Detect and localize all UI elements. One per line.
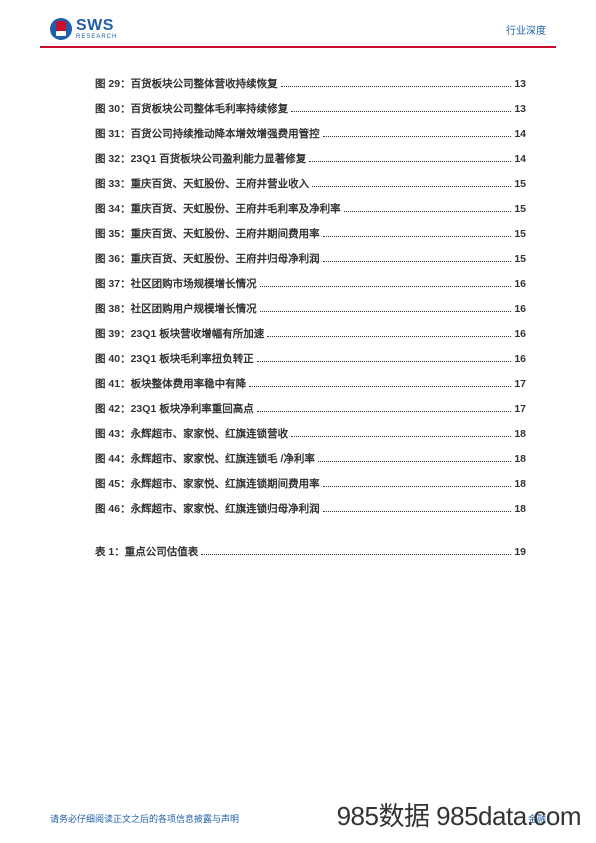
- toc-label: 图 36：重庆百货、天虹股份、王府井归母净利润: [95, 251, 320, 266]
- toc-page: 14: [514, 128, 526, 140]
- toc-dots: [257, 361, 512, 362]
- toc-label: 图 35：重庆百货、天虹股份、王府井期间费用率: [95, 226, 320, 241]
- toc-page: 18: [514, 503, 526, 515]
- toc-label: 图 31：百货公司持续推动降本增效增强费用管控: [95, 126, 320, 141]
- toc-entry: 图 43：永辉超市、家家悦、红旗连锁营收 18: [95, 426, 526, 441]
- toc-entry: 图 46：永辉超市、家家悦、红旗连锁归母净利润 18: [95, 501, 526, 516]
- toc-page: 18: [514, 478, 526, 490]
- toc-page: 15: [514, 253, 526, 265]
- toc-label: 图 32：23Q1 百货板块公司盈利能力显著修复: [95, 151, 306, 166]
- toc-page: 13: [514, 78, 526, 90]
- toc-label: 图 45：永辉超市、家家悦、红旗连锁期间费用率: [95, 476, 320, 491]
- toc-dots: [260, 311, 512, 312]
- toc-label: 图 40：23Q1 板块毛利率扭负转正: [95, 351, 254, 366]
- toc-page: 18: [514, 428, 526, 440]
- logo: SWS RESEARCH: [50, 18, 117, 40]
- toc-dots: [291, 111, 511, 112]
- toc-entry: 图 36：重庆百货、天虹股份、王府井归母净利润 15: [95, 251, 526, 266]
- footer-left: 请务必仔细阅读正文之后的各项信息披露与声明: [50, 812, 239, 825]
- logo-main-text: SWS: [76, 18, 117, 34]
- toc-entry: 图 30：百货板块公司整体毛利率持续修复 13: [95, 101, 526, 116]
- toc-entry: 图 34：重庆百货、天虹股份、王府井毛利率及净利率 15: [95, 201, 526, 216]
- toc-page: 16: [514, 328, 526, 340]
- toc-dots: [267, 336, 511, 337]
- toc-list: 图 29：百货板块公司整体营收持续恢复 13图 30：百货板块公司整体毛利率持续…: [95, 76, 526, 516]
- toc-dots: [260, 286, 512, 287]
- toc-dots: [309, 161, 511, 162]
- toc-page: 16: [514, 278, 526, 290]
- toc-page: 14: [514, 153, 526, 165]
- toc-dots: [323, 236, 512, 237]
- toc-gap: [95, 526, 526, 544]
- toc-entry: 图 44：永辉超市、家家悦、红旗连锁毛 /净利率 18: [95, 451, 526, 466]
- toc-label: 图 30：百货板块公司整体毛利率持续修复: [95, 101, 288, 116]
- toc-dots: [323, 511, 512, 512]
- toc-label: 图 39：23Q1 板块营收增幅有所加速: [95, 326, 264, 341]
- toc-dots: [318, 461, 511, 462]
- logo-text: SWS RESEARCH: [76, 18, 117, 40]
- toc-label: 图 38：社区团购用户规模增长情况: [95, 301, 257, 316]
- toc-entry: 图 38：社区团购用户规模增长情况 16: [95, 301, 526, 316]
- toc-dots: [312, 186, 511, 187]
- logo-sub-text: RESEARCH: [76, 34, 117, 40]
- toc-page: 18: [514, 453, 526, 465]
- toc-label: 图 44：永辉超市、家家悦、红旗连锁毛 /净利率: [95, 451, 315, 466]
- toc-page: 13: [514, 103, 526, 115]
- page-header: SWS RESEARCH 行业深度: [0, 0, 596, 46]
- toc-entry: 图 41：板块整体费用率稳中有降 17: [95, 376, 526, 391]
- toc-page: 15: [514, 228, 526, 240]
- toc-entry: 图 32：23Q1 百货板块公司盈利能力显著修复 14: [95, 151, 526, 166]
- toc-label: 图 33：重庆百货、天虹股份、王府井营业收入: [95, 176, 309, 191]
- toc-label: 图 43：永辉超市、家家悦、红旗连锁营收: [95, 426, 288, 441]
- toc-entry: 图 37：社区团购市场规模增长情况 16: [95, 276, 526, 291]
- toc-page: 15: [514, 203, 526, 215]
- toc-entry: 图 45：永辉超市、家家悦、红旗连锁期间费用率 18: [95, 476, 526, 491]
- toc-dots: [323, 486, 512, 487]
- toc-entry: 图 42：23Q1 板块净利率重回高点 17: [95, 401, 526, 416]
- toc-page: 17: [514, 378, 526, 390]
- toc-entry: 表 1：重点公司估值表 19: [95, 544, 526, 559]
- toc-entry: 图 40：23Q1 板块毛利率扭负转正 16: [95, 351, 526, 366]
- toc-label: 图 34：重庆百货、天虹股份、王府井毛利率及净利率: [95, 201, 341, 216]
- toc-dots: [323, 136, 512, 137]
- toc-page: 17: [514, 403, 526, 415]
- toc-entry: 图 39：23Q1 板块营收增幅有所加速 16: [95, 326, 526, 341]
- toc-dots: [281, 86, 512, 87]
- toc-label: 图 37：社区团购市场规模增长情况: [95, 276, 257, 291]
- toc-dots: [344, 211, 512, 212]
- toc-dots: [249, 386, 511, 387]
- toc-dots: [323, 261, 512, 262]
- logo-icon: [50, 18, 72, 40]
- toc-label: 图 42：23Q1 板块净利率重回高点: [95, 401, 254, 416]
- toc-dots: [291, 436, 511, 437]
- toc-entry: 图 29：百货板块公司整体营收持续恢复 13: [95, 76, 526, 91]
- toc-entry: 图 33：重庆百货、天虹股份、王府井营业收入 15: [95, 176, 526, 191]
- toc-page: 16: [514, 303, 526, 315]
- watermark: 985数据 985data.com: [337, 796, 581, 833]
- toc-page: 16: [514, 353, 526, 365]
- toc-page: 19: [514, 546, 526, 558]
- toc-page: 15: [514, 178, 526, 190]
- header-category: 行业深度: [506, 22, 546, 37]
- toc-entry: 图 31：百货公司持续推动降本增效增强费用管控 14: [95, 126, 526, 141]
- toc-entry: 图 35：重庆百货、天虹股份、王府井期间费用率 15: [95, 226, 526, 241]
- toc-dots: [257, 411, 512, 412]
- toc-dots: [201, 554, 511, 555]
- toc-table-list: 表 1：重点公司估值表 19: [95, 544, 526, 559]
- toc-label: 图 29：百货板块公司整体营收持续恢复: [95, 76, 278, 91]
- toc-content: 图 29：百货板块公司整体营收持续恢复 13图 30：百货板块公司整体毛利率持续…: [0, 48, 596, 559]
- toc-label: 表 1：重点公司估值表: [95, 544, 198, 559]
- toc-label: 图 46：永辉超市、家家悦、红旗连锁归母净利润: [95, 501, 320, 516]
- toc-label: 图 41：板块整体费用率稳中有降: [95, 376, 246, 391]
